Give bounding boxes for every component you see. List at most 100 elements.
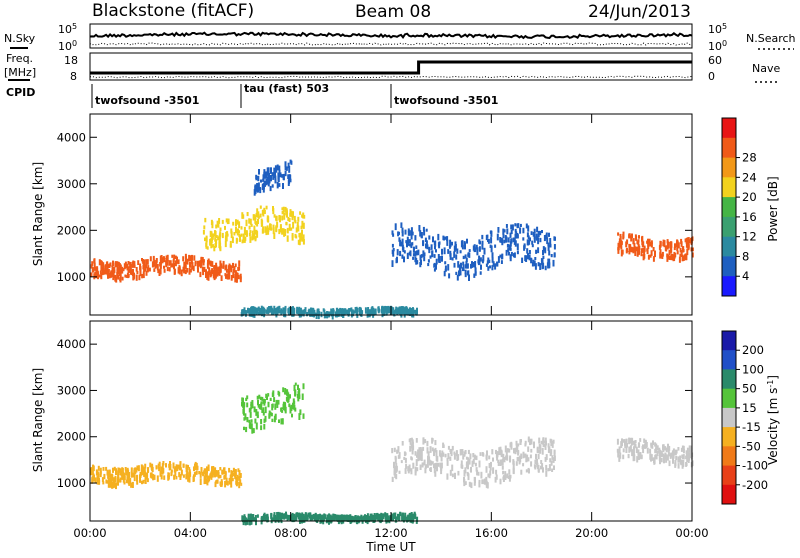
heatmap-cell [491,265,494,271]
heatmap-cell [276,512,279,518]
heatmap-cell [426,447,429,454]
heatmap-cell [266,217,269,223]
heatmap-cell [470,482,473,489]
heatmap-cell [638,235,640,239]
heatmap-cell [224,480,227,488]
colorbar-frame [721,330,737,505]
heatmap-cell [545,440,547,446]
heatmap-cell [534,257,537,260]
heatmap-cell [232,272,235,279]
heatmap-cell [527,457,530,462]
heatmap-cell [188,469,191,473]
heatmap-cell [272,309,275,316]
heatmap-cell [304,307,307,313]
heatmap-cell [224,265,227,271]
heatmap-cell [444,268,447,272]
heatmap-cell [135,274,138,281]
heatmap-cell [101,477,104,482]
heatmap-cell [417,452,420,457]
heatmap-cell [272,390,275,397]
nsearch-trace [89,42,693,46]
heatmap-cell [284,388,287,394]
colorbar-swatch [722,407,736,428]
heatmap-cell [121,276,124,281]
heatmap-cell [242,233,245,240]
nave-label: Nave [752,62,780,75]
heatmap-cell [215,224,218,229]
heatmap-cell [481,240,484,245]
heatmap-cell [328,518,330,525]
heatmap-cell [265,171,268,175]
heatmap-cell [424,467,427,474]
heatmap-cell [173,269,176,275]
heatmap-cell [647,254,650,260]
heatmap-cell [643,245,646,252]
heatmap-cell [255,184,258,191]
heatmap-cell [498,452,501,456]
heatmap-cell [691,252,694,258]
heatmap-cell [146,478,149,483]
heatmap-cell [211,261,214,267]
heatmap-cell [536,448,539,453]
heatmap-cell [270,175,272,182]
heatmap-cell [90,467,93,474]
heatmap-cell [656,450,659,456]
colorbar-tick-label: 8 [742,249,749,263]
heatmap-cell [256,231,259,238]
heatmap-cell [407,514,410,520]
heatmap-cell [467,473,470,477]
heatmap-cell [617,248,620,254]
heatmap-cell [417,249,420,256]
heatmap-cell [511,224,514,231]
heatmap-cell [282,176,285,180]
freq-panel: Freq. [MHz] 18 8 60 0 Nave [4,52,780,83]
heatmap-cell [621,440,623,446]
heatmap-cell [261,220,264,226]
heatmap-cell [284,161,287,168]
heatmap-cell [621,249,624,255]
heatmap-cell [140,464,143,472]
heatmap-cell [280,513,283,518]
heatmap-cell [255,409,258,416]
heatmap-cell [287,516,290,520]
heatmap-cell [107,477,110,482]
heatmap-cell [494,476,497,483]
heatmap-cell [99,270,102,275]
heatmap-cell [243,426,245,431]
heatmap-cell [662,448,665,453]
colorbar-tick-label: 12 [742,230,757,244]
heatmap-cell [95,269,98,276]
heatmap-cell [191,265,194,270]
heatmap-cell [652,247,655,252]
heatmap-cell [293,516,296,521]
heatmap-cell [93,258,96,265]
heatmap-cell [220,479,223,483]
heatmap-cell [638,247,640,255]
heatmap-cell [487,257,490,262]
ytick-label: 4000 [57,337,86,351]
heatmap-cell [410,234,413,240]
heatmap-cell [178,466,181,471]
heatmap-cell [505,224,508,228]
heatmap-cell [335,311,337,318]
heatmap-cell [246,212,249,217]
heatmap-cell [545,232,548,239]
heatmap-cell [540,460,543,464]
heatmap-cell [446,457,449,462]
heatmap-cell [186,258,189,265]
heatmap-cell [226,231,229,236]
heatmap-cell [512,467,515,475]
heatmap-cell [524,255,527,262]
heatmap-cell [449,250,452,257]
heatmap-cell [247,513,250,517]
heatmap-cell [381,305,384,310]
heatmap-cell [391,516,394,521]
heatmap-cell [553,252,556,257]
heatmap-cell [415,250,418,256]
heatmap-cell [302,312,305,317]
colorbar-swatch [722,369,736,390]
heatmap-cell [489,244,492,248]
heatmap-cell [289,394,291,399]
heatmap-cell [254,309,257,313]
